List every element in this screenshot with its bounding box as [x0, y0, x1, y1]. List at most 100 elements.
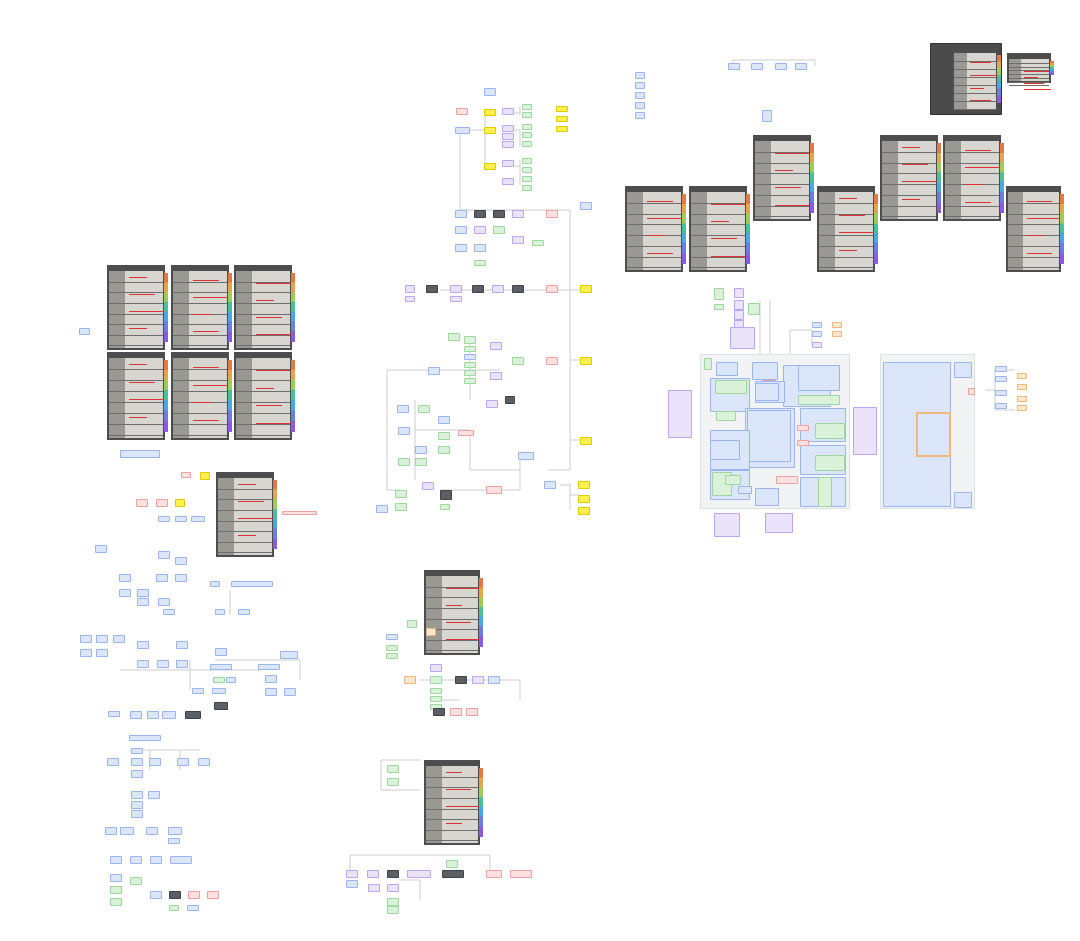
red-node[interactable]: [797, 425, 809, 431]
blue-node[interactable]: [212, 688, 226, 694]
blue-node[interactable]: [158, 598, 170, 606]
orange-node[interactable]: [832, 322, 842, 328]
orange-node[interactable]: [1017, 396, 1027, 402]
blue-node[interactable]: [775, 63, 787, 70]
green-node[interactable]: [748, 303, 760, 315]
purple-node[interactable]: [512, 210, 524, 218]
blue-node[interactable]: [168, 838, 180, 844]
blue-node[interactable]: [455, 210, 467, 218]
blue-node[interactable]: [635, 82, 645, 89]
green-node[interactable]: [522, 185, 532, 191]
blue-node[interactable]: [755, 383, 779, 401]
orange-node[interactable]: [1017, 405, 1027, 411]
green-node[interactable]: [474, 260, 486, 266]
blue-node[interactable]: [635, 92, 645, 99]
yellow-node[interactable]: [578, 495, 590, 503]
blue-node[interactable]: [995, 403, 1007, 409]
green-node[interactable]: [522, 176, 532, 182]
green-node[interactable]: [493, 226, 505, 234]
color-tabs[interactable]: [164, 360, 168, 432]
green-node[interactable]: [438, 446, 450, 454]
purple-node[interactable]: [853, 407, 877, 455]
blue-node[interactable]: [110, 856, 122, 864]
blue-node[interactable]: [226, 677, 236, 683]
yellow-node[interactable]: [578, 481, 590, 489]
yellow-node[interactable]: [484, 163, 496, 170]
blue-node[interactable]: [635, 102, 645, 109]
blue-node[interactable]: [129, 735, 161, 741]
yellow-node[interactable]: [484, 127, 496, 134]
orange-node[interactable]: [426, 628, 436, 636]
blue-node[interactable]: [131, 801, 143, 809]
purple-node[interactable]: [450, 296, 462, 302]
green-node[interactable]: [398, 458, 410, 466]
blue-node[interactable]: [798, 365, 840, 391]
blue-node[interactable]: [187, 905, 199, 911]
purple-node[interactable]: [486, 400, 498, 408]
blue-node[interactable]: [386, 634, 398, 640]
yellow-node[interactable]: [200, 472, 210, 480]
dark-node[interactable]: [387, 870, 399, 878]
blue-node[interactable]: [716, 362, 738, 376]
red-node[interactable]: [156, 499, 168, 507]
table-card[interactable]: [625, 186, 686, 272]
table-card[interactable]: [171, 352, 232, 440]
color-tabs[interactable]: [997, 55, 1001, 103]
dark-node[interactable]: [472, 285, 484, 293]
green-node[interactable]: [464, 362, 476, 368]
green-node[interactable]: [522, 158, 532, 164]
blue-node[interactable]: [464, 354, 476, 360]
purple-node[interactable]: [734, 288, 744, 298]
purple-node[interactable]: [668, 390, 692, 438]
blue-node[interactable]: [215, 648, 227, 656]
green-node[interactable]: [798, 395, 840, 405]
color-tabs[interactable]: [1050, 61, 1054, 75]
dark-node[interactable]: [433, 708, 445, 716]
blue-node[interactable]: [397, 405, 409, 413]
dark-node[interactable]: [505, 396, 515, 404]
orange-node[interactable]: [1017, 384, 1027, 390]
blue-node[interactable]: [131, 758, 143, 766]
blue-node[interactable]: [762, 110, 772, 122]
blue-node[interactable]: [280, 651, 298, 659]
green-node[interactable]: [715, 380, 747, 394]
blue-node[interactable]: [149, 758, 161, 766]
dark-node[interactable]: [169, 891, 181, 899]
blue-node[interactable]: [455, 226, 467, 234]
yellow-node[interactable]: [580, 357, 592, 365]
green-node[interactable]: [714, 304, 724, 310]
blue-node[interactable]: [488, 676, 500, 684]
yellow-node[interactable]: [580, 285, 592, 293]
color-tabs[interactable]: [291, 360, 295, 432]
blue-node[interactable]: [80, 649, 92, 657]
blue-node[interactable]: [995, 366, 1007, 372]
purple-node[interactable]: [734, 300, 744, 310]
blue-node[interactable]: [455, 244, 467, 252]
red-node[interactable]: [546, 357, 558, 365]
blue-node[interactable]: [150, 891, 162, 899]
table-card[interactable]: [689, 186, 750, 272]
red-node[interactable]: [456, 108, 468, 115]
blue-node[interactable]: [438, 416, 450, 424]
blue-node[interactable]: [954, 492, 972, 508]
green-node[interactable]: [815, 455, 845, 471]
purple-node[interactable]: [512, 236, 524, 244]
blue-node[interactable]: [119, 574, 131, 582]
blue-node[interactable]: [747, 410, 791, 462]
table-card[interactable]: [234, 352, 295, 440]
green-node[interactable]: [430, 696, 442, 702]
purple-node[interactable]: [346, 870, 358, 878]
blue-node[interactable]: [113, 635, 125, 643]
table-card[interactable]: [234, 265, 295, 350]
red-node[interactable]: [968, 388, 975, 395]
red-node[interactable]: [510, 870, 532, 878]
purple-node[interactable]: [714, 513, 740, 537]
blue-node[interactable]: [120, 827, 134, 835]
yellow-node[interactable]: [556, 126, 568, 132]
blue-node[interactable]: [710, 440, 740, 460]
purple-node[interactable]: [422, 482, 434, 490]
color-tabs[interactable]: [682, 194, 686, 264]
blue-node[interactable]: [170, 856, 192, 864]
blue-node[interactable]: [198, 758, 210, 766]
red-node[interactable]: [546, 285, 558, 293]
